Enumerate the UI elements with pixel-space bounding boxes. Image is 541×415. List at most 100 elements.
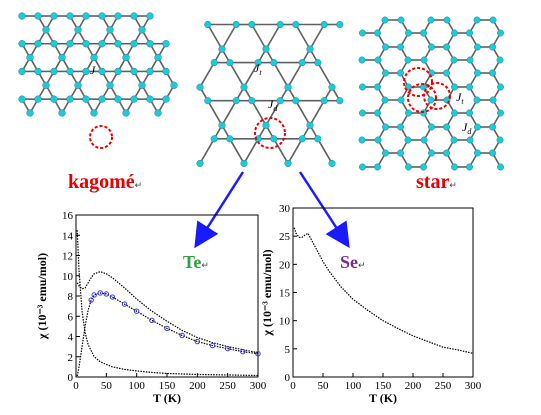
lattice-site	[466, 163, 473, 171]
lattice-site	[50, 95, 58, 103]
lattice-site	[284, 159, 292, 167]
lattice-site	[397, 43, 404, 51]
lattice-bond	[221, 24, 237, 50]
lattice-bond	[243, 62, 259, 88]
lattice-site	[443, 69, 450, 77]
star-highlight-circle-3	[423, 82, 451, 110]
lattice-site	[450, 56, 458, 64]
lattice-site	[466, 83, 473, 91]
y-tick-label: 10	[62, 271, 74, 283]
lattice-site	[374, 29, 381, 37]
lattice-site	[489, 123, 496, 131]
lattice-site	[90, 109, 98, 117]
lattice-site	[226, 135, 234, 143]
lattice-bond	[265, 24, 281, 50]
lattice-site	[382, 123, 389, 131]
lattice-site	[240, 159, 248, 167]
lattice-site	[404, 136, 412, 144]
y-tick-label: 5	[285, 344, 291, 356]
lattice-site	[328, 159, 336, 167]
lattice-site	[34, 67, 42, 76]
lattice-site	[130, 12, 138, 20]
lattice-site	[114, 67, 122, 76]
lattice-site	[66, 95, 74, 103]
x-axis-label: T (K)	[369, 391, 397, 405]
lattice-site	[489, 96, 497, 104]
star-jd-label: Jd	[462, 120, 472, 136]
middle-jd-label: Jd	[268, 97, 278, 113]
lattice-site	[138, 26, 146, 34]
lattice-site	[18, 95, 26, 103]
lattice-site	[50, 12, 58, 20]
lattice-site	[262, 45, 270, 53]
lattice-site	[320, 97, 328, 105]
lattice-site	[497, 83, 504, 91]
lattice-site	[382, 43, 389, 51]
lattice-bond	[287, 62, 303, 88]
lattice-bond	[273, 62, 289, 88]
lattice-site	[210, 135, 218, 143]
lattice-bond	[287, 138, 303, 164]
series-line	[293, 227, 474, 354]
lattice-site	[405, 109, 412, 117]
lattice-bond	[207, 24, 223, 50]
lattice-site	[427, 16, 435, 24]
lattice-site	[374, 56, 382, 64]
kagome-lattice-image	[18, 12, 178, 117]
series-point	[179, 332, 185, 339]
lattice-site	[74, 26, 82, 34]
series-point	[194, 338, 201, 345]
lattice-site	[420, 56, 428, 64]
lattice-site	[98, 12, 106, 20]
lattice-site	[146, 12, 154, 20]
lattice-site	[428, 43, 435, 51]
lattice-site	[66, 67, 74, 76]
lattice-site	[98, 67, 106, 76]
lattice-site	[474, 123, 481, 131]
lattice-site	[314, 135, 322, 143]
lattice-site	[276, 97, 284, 105]
series-point	[224, 345, 231, 352]
lattice-site	[196, 83, 204, 91]
x-tick-label: 150	[375, 380, 392, 392]
lattice-site	[254, 59, 262, 67]
x-tick-label: 100	[345, 380, 362, 392]
lattice-site	[474, 69, 481, 77]
y-tick-label: 6	[68, 311, 74, 323]
middle-highlight-circle	[254, 117, 286, 149]
lattice-site	[382, 149, 389, 157]
lattice-bond	[251, 24, 267, 50]
lattice-bond	[309, 24, 325, 50]
lattice-site	[114, 95, 122, 103]
y-tick-label: 8	[68, 291, 74, 303]
lattice-site	[314, 59, 322, 67]
y-tick-label: 0	[68, 372, 74, 384]
lattice-bond	[273, 138, 289, 164]
lattice-site	[428, 149, 435, 157]
star-jt-label: Jt	[456, 90, 464, 106]
lattice-site	[18, 40, 26, 48]
lattice-site	[50, 67, 58, 76]
lattice-site	[154, 53, 162, 62]
lattice-bond	[317, 62, 333, 88]
lattice-bond	[221, 100, 237, 126]
lattice-site	[489, 16, 497, 24]
lattice-site	[292, 97, 300, 105]
y-tick-label: 0	[285, 372, 291, 384]
lattice-site	[240, 83, 248, 91]
lattice-site	[162, 67, 170, 76]
series-point	[97, 290, 103, 296]
lattice-site	[336, 20, 344, 29]
lattice-bond	[309, 100, 325, 126]
star-lattice-image	[358, 16, 504, 171]
lattice-site	[90, 53, 98, 62]
lattice-site	[146, 40, 154, 48]
lattice-site	[226, 59, 234, 67]
lattice-site	[359, 163, 366, 171]
lattice-site	[420, 136, 428, 144]
lattice-site	[306, 45, 314, 53]
lattice-site	[466, 29, 473, 37]
lattice-site	[466, 136, 474, 144]
lattice-site	[58, 53, 66, 62]
